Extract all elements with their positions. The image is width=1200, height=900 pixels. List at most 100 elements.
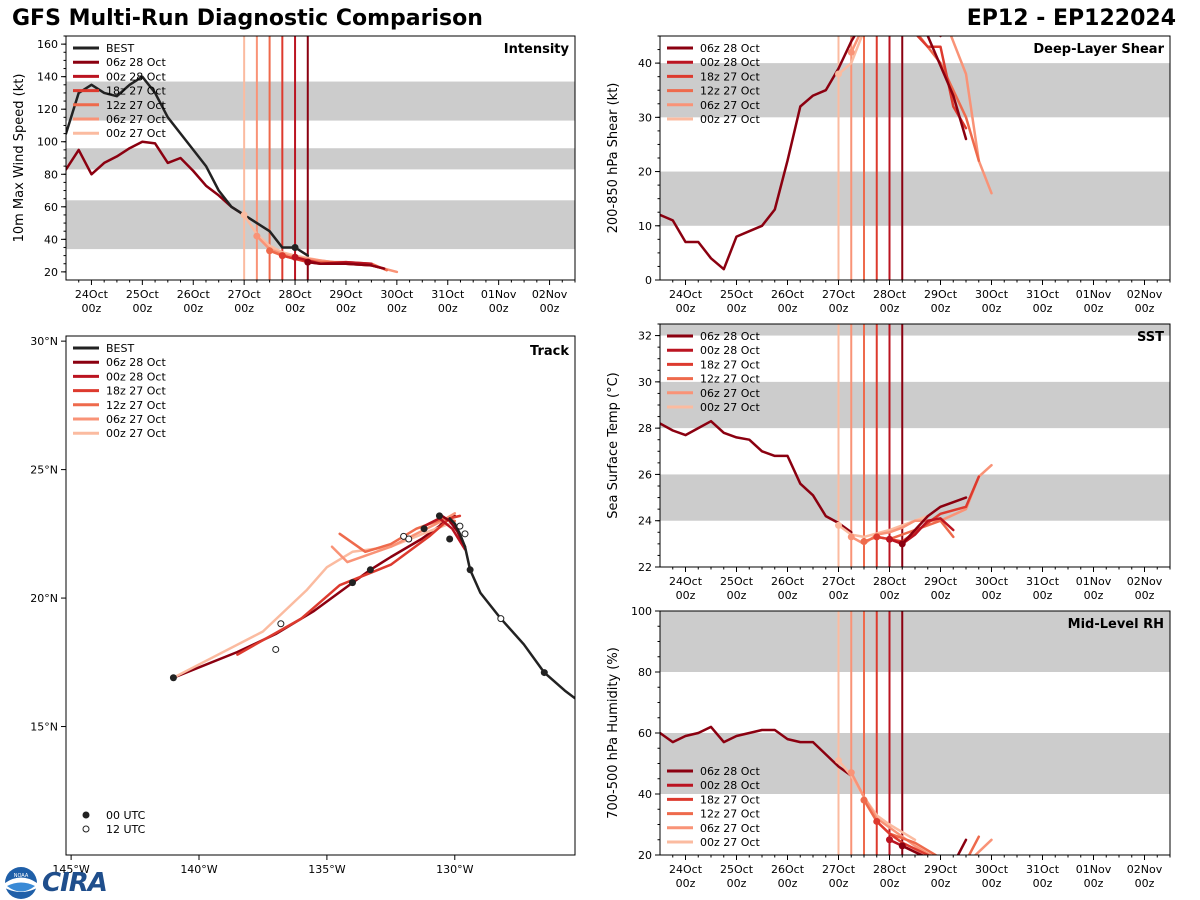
x-tick-label: 02Nov xyxy=(1127,863,1163,876)
track-y-tick-label: 15°N xyxy=(30,721,58,734)
track-x-tick-label: 130°W xyxy=(436,863,473,876)
y-tick-label: 40 xyxy=(638,57,652,70)
y-tick-label: 10 xyxy=(638,220,652,233)
x-tick-label: 24Oct xyxy=(669,575,703,588)
panel-title: Track xyxy=(530,344,569,359)
panel-track: 145°W 140°W 135°W 130°W 15°N 20°N 25°N 30°N Trac… xyxy=(30,335,576,876)
x-tick-label: 26Oct xyxy=(771,575,805,588)
x-tick-label: 00z xyxy=(676,302,696,315)
x-tick-label: 31Oct xyxy=(431,288,465,301)
y-tick-label: 20 xyxy=(638,849,652,862)
x-tick-label: 24Oct xyxy=(75,288,109,301)
panel-mid-level-rh: 2040608010024Oct00z25Oct00z26Oct00z27Oct… xyxy=(606,605,1171,890)
x-tick-label: 28Oct xyxy=(873,288,907,301)
series-line xyxy=(901,496,968,546)
x-tick-label: 26Oct xyxy=(771,863,805,876)
x-tick-label: 02Nov xyxy=(532,288,568,301)
legend-00utc-marker xyxy=(82,811,90,819)
x-tick-label: 00z xyxy=(727,589,747,602)
panel-sst: 22242628303224Oct00z25Oct00z26Oct00z27Oc… xyxy=(606,323,1171,602)
shaded-band xyxy=(660,171,1170,226)
cira-logo-text: CIRA xyxy=(42,868,108,898)
figure-title: GFS Multi-Run Diagnostic Comparison xyxy=(12,6,483,31)
x-tick-label: 00z xyxy=(1135,589,1155,602)
track-x-tick-label: 140°W xyxy=(180,863,217,876)
legend-label: 06z 27 Oct xyxy=(106,113,166,126)
shaded-band xyxy=(660,381,1170,429)
best-12utc-marker xyxy=(461,530,469,538)
x-tick-label: 00z xyxy=(1084,302,1104,315)
x-tick-label: 02Nov xyxy=(1127,288,1163,301)
panel-deep-layer-shear: 01020304024Oct00z25Oct00z26Oct00z27Oct00… xyxy=(606,5,1171,315)
x-tick-label: 30Oct xyxy=(380,288,414,301)
series-start-marker xyxy=(847,769,855,777)
legend-label: 00z 27 Oct xyxy=(106,427,166,440)
y-tick-label: 32 xyxy=(638,330,652,343)
series-line xyxy=(915,36,968,130)
x-tick-label: 25Oct xyxy=(720,575,754,588)
legend-label: 06z 28 Oct xyxy=(106,356,166,369)
x-tick-label: 24Oct xyxy=(669,863,703,876)
x-tick-label: 00z xyxy=(183,302,203,315)
track-frame xyxy=(65,335,576,856)
x-tick-label: 29Oct xyxy=(329,288,363,301)
x-tick-label: 01Nov xyxy=(481,288,517,301)
x-tick-label: 26Oct xyxy=(771,288,805,301)
best-00utc-marker xyxy=(466,566,474,574)
track-00utc-marker xyxy=(366,566,374,574)
legend-label: 00z 28 Oct xyxy=(700,344,760,357)
x-tick-label: 28Oct xyxy=(873,575,907,588)
legend-label: 06z 27 Oct xyxy=(700,387,760,400)
x-tick-label: 00z xyxy=(1135,877,1155,890)
x-tick-label: 00z xyxy=(676,877,696,890)
track-00utc-marker xyxy=(348,579,356,587)
y-tick-label: 24 xyxy=(638,515,652,528)
legend-label: 00z 27 Oct xyxy=(700,113,760,126)
track-x-tick-label: 145°W xyxy=(52,863,89,876)
legend-label: 00z 28 Oct xyxy=(106,70,166,83)
x-tick-label: 00z xyxy=(676,589,696,602)
series-start-marker xyxy=(278,252,286,260)
x-tick-label: 00z xyxy=(829,589,849,602)
y-tick-label: 30 xyxy=(638,376,652,389)
series-start-marker xyxy=(253,232,261,240)
x-tick-label: 00z xyxy=(1135,302,1155,315)
noaa-seal-icon: NOAA xyxy=(5,867,37,899)
shaded-band xyxy=(660,733,1170,794)
x-tick-label: 00z xyxy=(387,302,407,315)
earlier-run-line xyxy=(660,725,853,777)
x-tick-label: 27Oct xyxy=(822,863,856,876)
legend-label: BEST xyxy=(106,342,134,355)
legend-label: 00z 27 Oct xyxy=(700,836,760,849)
series-start-marker xyxy=(886,535,893,543)
legend-label: 12 UTC xyxy=(106,823,146,836)
x-tick-label: 00z xyxy=(285,302,305,315)
plot-area xyxy=(660,5,1170,280)
legend-label: 06z 27 Oct xyxy=(700,822,760,835)
track-x-tick-label: 135°W xyxy=(308,863,345,876)
series-line xyxy=(306,260,386,270)
series-line xyxy=(901,838,968,855)
track-12utc-marker xyxy=(272,645,280,653)
best-00utc-marker xyxy=(540,669,548,677)
track-12utc-marker xyxy=(277,620,285,628)
x-tick-label: 00z xyxy=(829,877,849,890)
x-tick-label: 27Oct xyxy=(822,288,856,301)
legend-label: 18z 27 Oct xyxy=(700,358,760,371)
track-y-tick-label: 30°N xyxy=(30,335,58,348)
y-axis-label: 10m Max Wind Speed (kt) xyxy=(12,74,27,243)
series-start-marker xyxy=(861,5,868,12)
series-start-marker xyxy=(291,253,299,261)
x-tick-label: 31Oct xyxy=(1026,288,1060,301)
x-tick-label: 00z xyxy=(1033,877,1053,890)
y-tick-label: 80 xyxy=(638,666,652,679)
x-tick-label: 31Oct xyxy=(1026,575,1060,588)
x-tick-label: 01Nov xyxy=(1076,863,1112,876)
legend-12utc-marker xyxy=(82,825,90,833)
track-y-tick-label: 20°N xyxy=(30,592,58,605)
legend-label: 00 UTC xyxy=(106,809,146,822)
series-start-marker xyxy=(873,533,881,541)
x-tick-label: 31Oct xyxy=(1026,863,1060,876)
x-tick-label: 00z xyxy=(982,877,1002,890)
